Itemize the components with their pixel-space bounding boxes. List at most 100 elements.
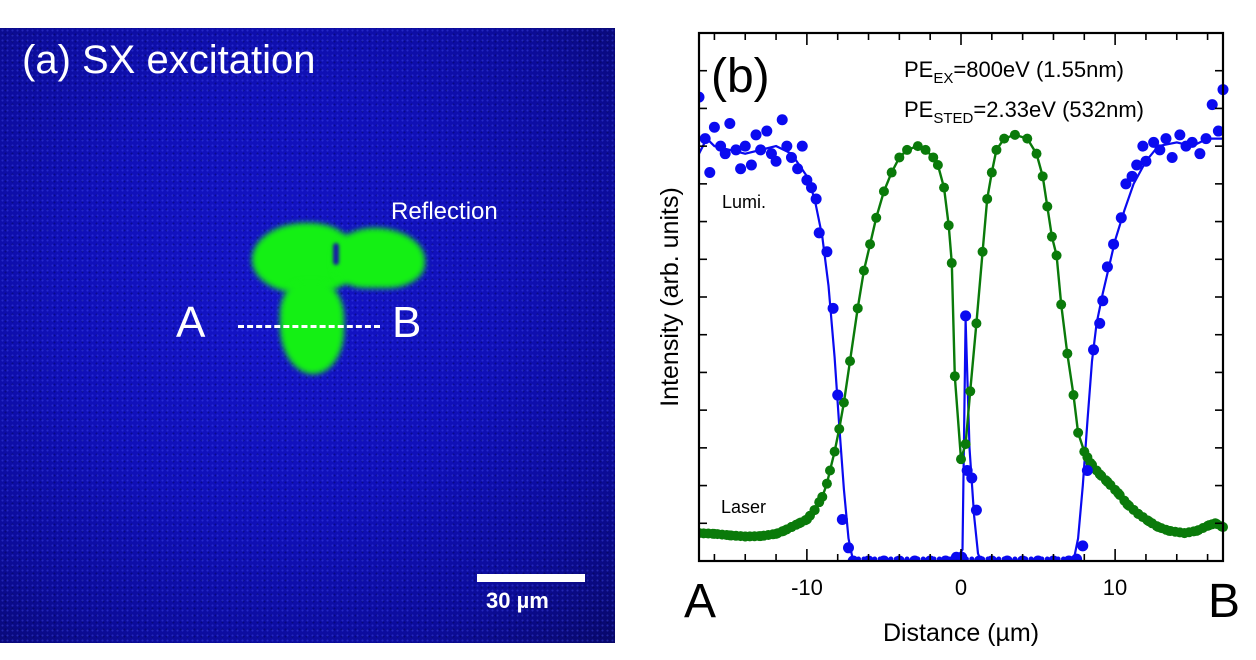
laser-point — [946, 258, 957, 269]
laser-point — [1094, 469, 1105, 480]
laser-point — [1031, 148, 1042, 159]
lumi-point — [750, 129, 762, 141]
lumi-point — [973, 555, 985, 561]
emission-blob-lower — [280, 282, 344, 374]
lumi-point — [704, 167, 716, 179]
laser-point — [845, 356, 856, 367]
x-end-label-a: A — [684, 575, 716, 628]
lumi-point — [1200, 133, 1212, 145]
lumi-point — [813, 227, 825, 239]
lumi-point — [796, 140, 808, 152]
laser-point — [1046, 231, 1057, 242]
laser-point — [740, 531, 751, 542]
laser-point — [1056, 299, 1067, 310]
line-endpoint-b: B — [392, 298, 422, 347]
x-tick-label: 10 — [1103, 575, 1127, 600]
lumi-point — [1097, 295, 1109, 307]
lumi-point — [1166, 151, 1178, 163]
laser-point — [1073, 427, 1084, 438]
x-tick-label: 0 — [955, 575, 967, 600]
lumi-point — [996, 556, 1002, 561]
laser-point — [1042, 201, 1053, 212]
scale-bar-label: 30 µm — [486, 588, 549, 613]
laser-point — [1191, 525, 1202, 536]
laser-point — [771, 528, 782, 539]
laser-point — [991, 144, 1002, 155]
lumi-point — [1001, 555, 1013, 561]
laser-point — [960, 439, 971, 450]
data-points — [699, 84, 1229, 561]
lumi-point — [770, 155, 782, 167]
laser-point — [838, 397, 849, 408]
microscope-image-panel: (a) SX excitation Reflection A B 30 µm — [0, 28, 615, 643]
laser-point — [1133, 508, 1144, 519]
lumi-point — [719, 148, 731, 160]
line-endpoint-a: A — [176, 298, 206, 347]
laser-point — [871, 212, 882, 223]
lumi-point — [699, 133, 711, 145]
lumi-point — [842, 542, 854, 554]
lumi-point — [878, 555, 890, 561]
lumi-point — [1126, 170, 1138, 182]
laser-point — [786, 522, 797, 533]
laser-point — [971, 318, 982, 329]
lumi-point — [920, 556, 926, 561]
center-dark-gap — [333, 243, 339, 265]
lumi-point — [699, 91, 705, 103]
lumi-point — [1140, 155, 1152, 167]
laser-point — [949, 371, 960, 382]
laser-point — [902, 144, 913, 155]
lumi-point — [1194, 148, 1206, 160]
laser-point — [932, 160, 943, 170]
lumi-point — [1012, 556, 1018, 561]
laser-point — [852, 303, 863, 314]
lumi-point — [1131, 159, 1143, 171]
laser-point — [817, 491, 828, 502]
x-axis-label: Distance (µm) — [883, 619, 1039, 647]
laser-point — [1144, 516, 1155, 527]
scale-bar — [477, 574, 585, 582]
line-profile-a-b — [238, 325, 380, 328]
emission-blob-upper-right — [333, 228, 425, 288]
laser-point — [1022, 133, 1033, 144]
lumi-point — [724, 118, 736, 130]
laser-point — [858, 265, 869, 276]
lumi-point — [1154, 144, 1166, 156]
y-axis-label: Intensity (arb. units) — [656, 187, 684, 407]
laser-point — [755, 531, 766, 542]
lumi-point — [1148, 136, 1160, 148]
lumi-point — [1174, 129, 1186, 141]
lumi-point — [966, 472, 978, 484]
laser-point — [1009, 129, 1020, 140]
lumi-point — [1094, 317, 1106, 329]
laser-point — [1122, 499, 1133, 510]
laser-point — [724, 530, 735, 541]
lumi-point — [730, 144, 742, 156]
lumi-point — [827, 302, 839, 314]
lumi-point — [1108, 238, 1120, 250]
laser-point — [809, 505, 820, 516]
lumi-fit-line — [699, 136, 1223, 561]
laser-point — [912, 141, 923, 152]
lumi-point — [1081, 464, 1093, 476]
lumi-point — [785, 151, 797, 163]
fit-lines — [699, 133, 1224, 561]
laser-point — [1051, 250, 1062, 261]
lumi-point — [810, 193, 822, 205]
lumi-point — [969, 556, 975, 561]
lumi-point — [960, 310, 972, 322]
panel-a-title: (a) SX excitation — [22, 38, 316, 82]
lumi-point — [1120, 178, 1132, 190]
lumi-point — [745, 159, 757, 171]
lumi-point — [836, 514, 848, 526]
lumi-point — [761, 125, 773, 137]
reflection-label: Reflection — [391, 198, 498, 225]
laser-point — [709, 528, 720, 539]
laser-point — [778, 525, 789, 536]
laser-point — [977, 246, 988, 257]
laser-point — [1037, 171, 1048, 182]
laser-point — [1113, 488, 1124, 499]
laser-point — [965, 386, 976, 397]
laser-point — [939, 182, 950, 193]
